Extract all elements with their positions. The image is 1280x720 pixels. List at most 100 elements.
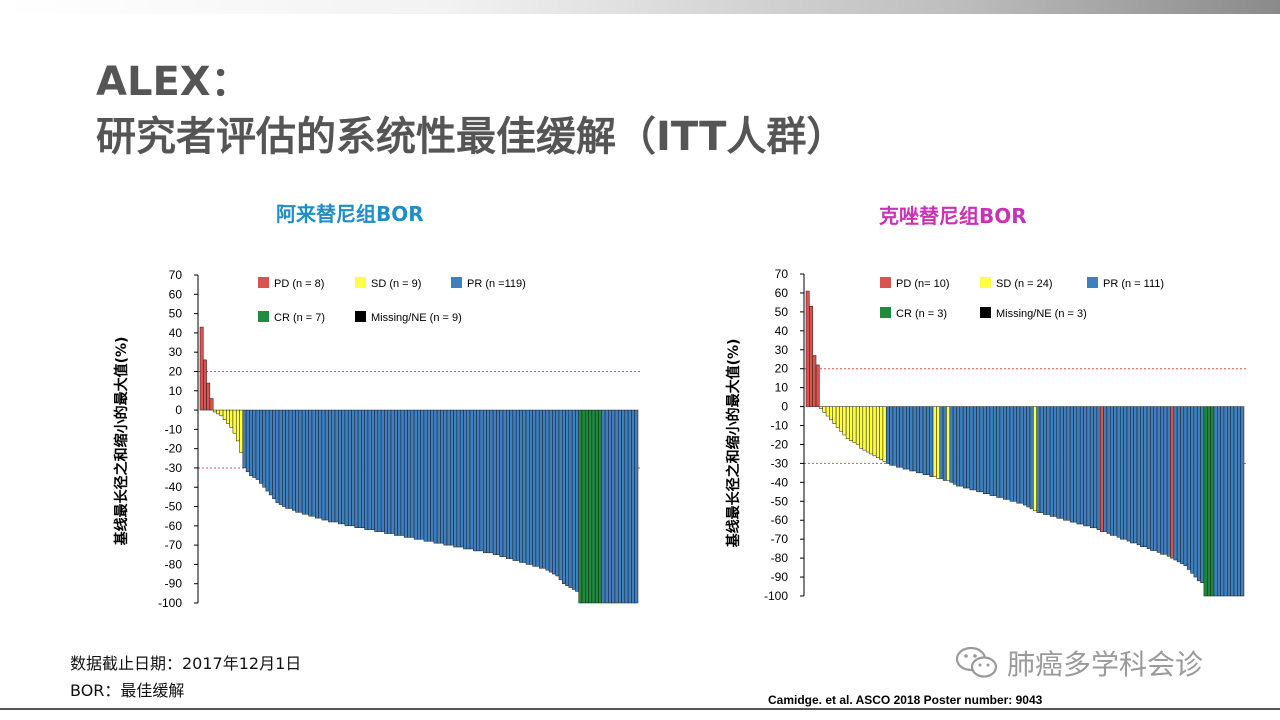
- y-tick-label: 0: [781, 400, 788, 414]
- y-tick-label: 10: [775, 381, 789, 395]
- bar-pr: [1059, 406, 1064, 519]
- bar-pd: [1099, 406, 1104, 532]
- bar-pr: [1126, 406, 1131, 542]
- bar-pr: [1023, 406, 1027, 506]
- legend-swatch-ne: [355, 311, 366, 322]
- bar-pr: [1056, 406, 1061, 519]
- bar-sd: [875, 406, 880, 458]
- bar-pr: [1143, 406, 1148, 547]
- y-tick-label: 60: [169, 287, 183, 301]
- legend-label-sd: SD (n = 24): [996, 278, 1053, 290]
- top-decor-bar: [0, 0, 1280, 14]
- y-tick-label: 10: [169, 384, 183, 398]
- bar-pr: [1043, 406, 1047, 515]
- legend-label-pr: PR (n = 111): [1103, 278, 1164, 290]
- bar-cr: [1206, 406, 1211, 597]
- bar-sd: [835, 406, 840, 428]
- bar-pr: [909, 406, 914, 472]
- y-tick-label: 50: [169, 307, 183, 321]
- legend-label-ne: Missing/NE (n = 9): [371, 312, 462, 324]
- y-tick-label: 30: [169, 345, 183, 359]
- y-axis-label: 基线最长径之和缩小的最大值(%): [113, 337, 130, 546]
- bar-pr: [1183, 406, 1188, 566]
- bar-pr: [956, 406, 961, 487]
- bar-sd: [932, 406, 937, 477]
- bar-pr: [982, 406, 987, 494]
- bar-pd: [209, 398, 214, 411]
- bar-pr: [1026, 406, 1031, 508]
- y-tick-label: -10: [771, 419, 789, 433]
- bor-definition-note: BOR：最佳缓解: [70, 681, 185, 700]
- bar-pr: [926, 406, 930, 476]
- bar-pr: [1086, 406, 1091, 527]
- y-tick-label: -50: [771, 494, 789, 508]
- bar-pr: [919, 406, 924, 474]
- bar-pr: [1083, 406, 1088, 527]
- bar-pr: [1003, 406, 1007, 500]
- bottom-divider: [0, 708, 1280, 710]
- bar-pr: [922, 406, 927, 476]
- legend-swatch-cr: [880, 307, 891, 318]
- y-tick-label: -70: [771, 532, 789, 546]
- bar-pr: [885, 406, 890, 464]
- bar-cr: [1203, 406, 1208, 597]
- legend-label-pd: PD (n = 8): [274, 278, 324, 290]
- bar-pr: [889, 406, 894, 466]
- bar-pr: [1193, 406, 1198, 578]
- legend-swatch-ne: [980, 307, 991, 318]
- bar-cr: [1210, 406, 1215, 597]
- bar-pr: [972, 406, 977, 491]
- bar-pr: [1130, 406, 1134, 544]
- bar-pr: [1153, 406, 1158, 551]
- y-tick-label: -20: [771, 437, 789, 451]
- bar-pr: [1106, 406, 1111, 534]
- y-tick-label: -50: [165, 500, 183, 514]
- bar-sd: [832, 406, 837, 424]
- bar-pd: [805, 290, 810, 407]
- bar-pr: [1166, 406, 1171, 557]
- legend-label-cr: CR (n = 3): [896, 308, 947, 320]
- y-tick-label: -40: [771, 475, 789, 489]
- bar-sd: [852, 406, 857, 443]
- y-tick-label: 0: [175, 403, 182, 417]
- y-tick-label: 40: [169, 326, 183, 340]
- bar-pr: [1220, 406, 1225, 597]
- bar-pr: [952, 406, 957, 485]
- bar-pr: [634, 409, 639, 604]
- bar-pr: [969, 406, 974, 491]
- bar-pr: [1093, 406, 1098, 529]
- legend-swatch-pr: [451, 277, 462, 288]
- bar-sd: [855, 406, 860, 445]
- bar-pr: [892, 406, 897, 466]
- bar-pr: [1133, 406, 1138, 544]
- bar-pr: [1006, 406, 1011, 500]
- y-tick-label: -100: [764, 589, 788, 603]
- legend-label-sd: SD (n = 9): [371, 278, 421, 290]
- bar-pr: [1073, 406, 1078, 523]
- bar-sd: [936, 406, 940, 479]
- bar-pr: [1156, 406, 1161, 553]
- bar-pr: [992, 406, 997, 496]
- bar-sd: [859, 406, 864, 449]
- alectinib-chart-title: 阿来替尼组BOR: [276, 202, 424, 226]
- bar-sd: [849, 406, 854, 441]
- y-tick-label: 30: [775, 343, 789, 357]
- citation: Camidge. et al. ASCO 2018 Poster number:…: [768, 693, 1043, 707]
- bar-pd: [206, 382, 211, 411]
- bar-sd: [845, 406, 850, 440]
- bar-sd: [869, 406, 874, 455]
- bar-pr: [1146, 406, 1151, 549]
- y-tick-label: -60: [771, 513, 789, 527]
- bar-pr: [1110, 406, 1114, 536]
- bar-pr: [1237, 406, 1241, 597]
- bar-pr: [1016, 406, 1021, 504]
- bar-pr: [1013, 406, 1017, 502]
- slide-title-line1: ALEX：: [96, 59, 251, 105]
- wechat-icon: [955, 646, 998, 678]
- y-axis-label: 基线最长径之和缩小的最大值(%): [725, 339, 742, 548]
- y-tick-label: 20: [169, 364, 183, 378]
- bar-pr: [1190, 406, 1195, 574]
- bar-pr: [1186, 406, 1191, 570]
- bar-pd: [815, 364, 820, 407]
